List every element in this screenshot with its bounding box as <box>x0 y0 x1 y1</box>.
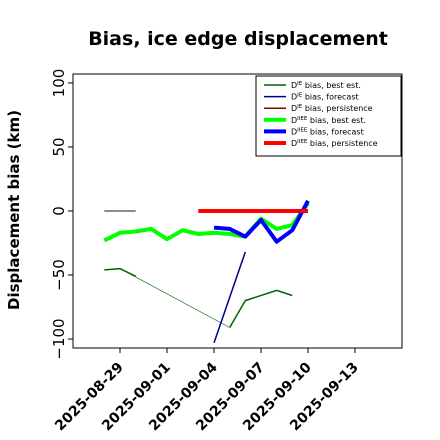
legend: DIE bias, best est. DIE bias, forecast DIE… <box>255 75 402 157</box>
y-tick-label: 50 <box>50 137 68 156</box>
legend-label: DIIEE bias, forecast <box>291 127 364 136</box>
series-line-ie-best-est-thin-link <box>119 268 230 328</box>
series-line-iiee-forecast <box>213 199 310 244</box>
series-line-ie-best-est-segments-2 <box>229 289 293 328</box>
legend-label: DIE bias, forecast <box>291 93 359 102</box>
series-line-ie-forecast <box>213 251 247 344</box>
chart-title: Bias, ice edge displacement <box>88 28 388 50</box>
series-line-iiee-best-est <box>103 202 310 243</box>
legend-label: DIIEE bias, best est. <box>291 116 366 125</box>
y-axis-label: Displacement bias (km) <box>5 110 23 310</box>
y-tick-label: −100 <box>50 318 68 359</box>
x-ticks: 2025-08-292025-09-012025-09-042025-09-07… <box>52 348 362 434</box>
plot-marks <box>103 199 310 344</box>
y-ticks: −100 −50 0 50 100 <box>50 69 73 360</box>
y-tick-label: 100 <box>50 69 68 98</box>
y-tick-label: −50 <box>50 259 68 291</box>
legend-label: DIIEE bias, persistence <box>291 139 378 148</box>
y-tick-label: 0 <box>50 206 68 216</box>
legend-box <box>255 75 402 157</box>
series-line-ie-best-est-segments-1 <box>104 267 137 277</box>
legend-label: DIE bias, best est. <box>291 81 361 90</box>
legend-label: DIE bias, persistence <box>291 104 373 113</box>
